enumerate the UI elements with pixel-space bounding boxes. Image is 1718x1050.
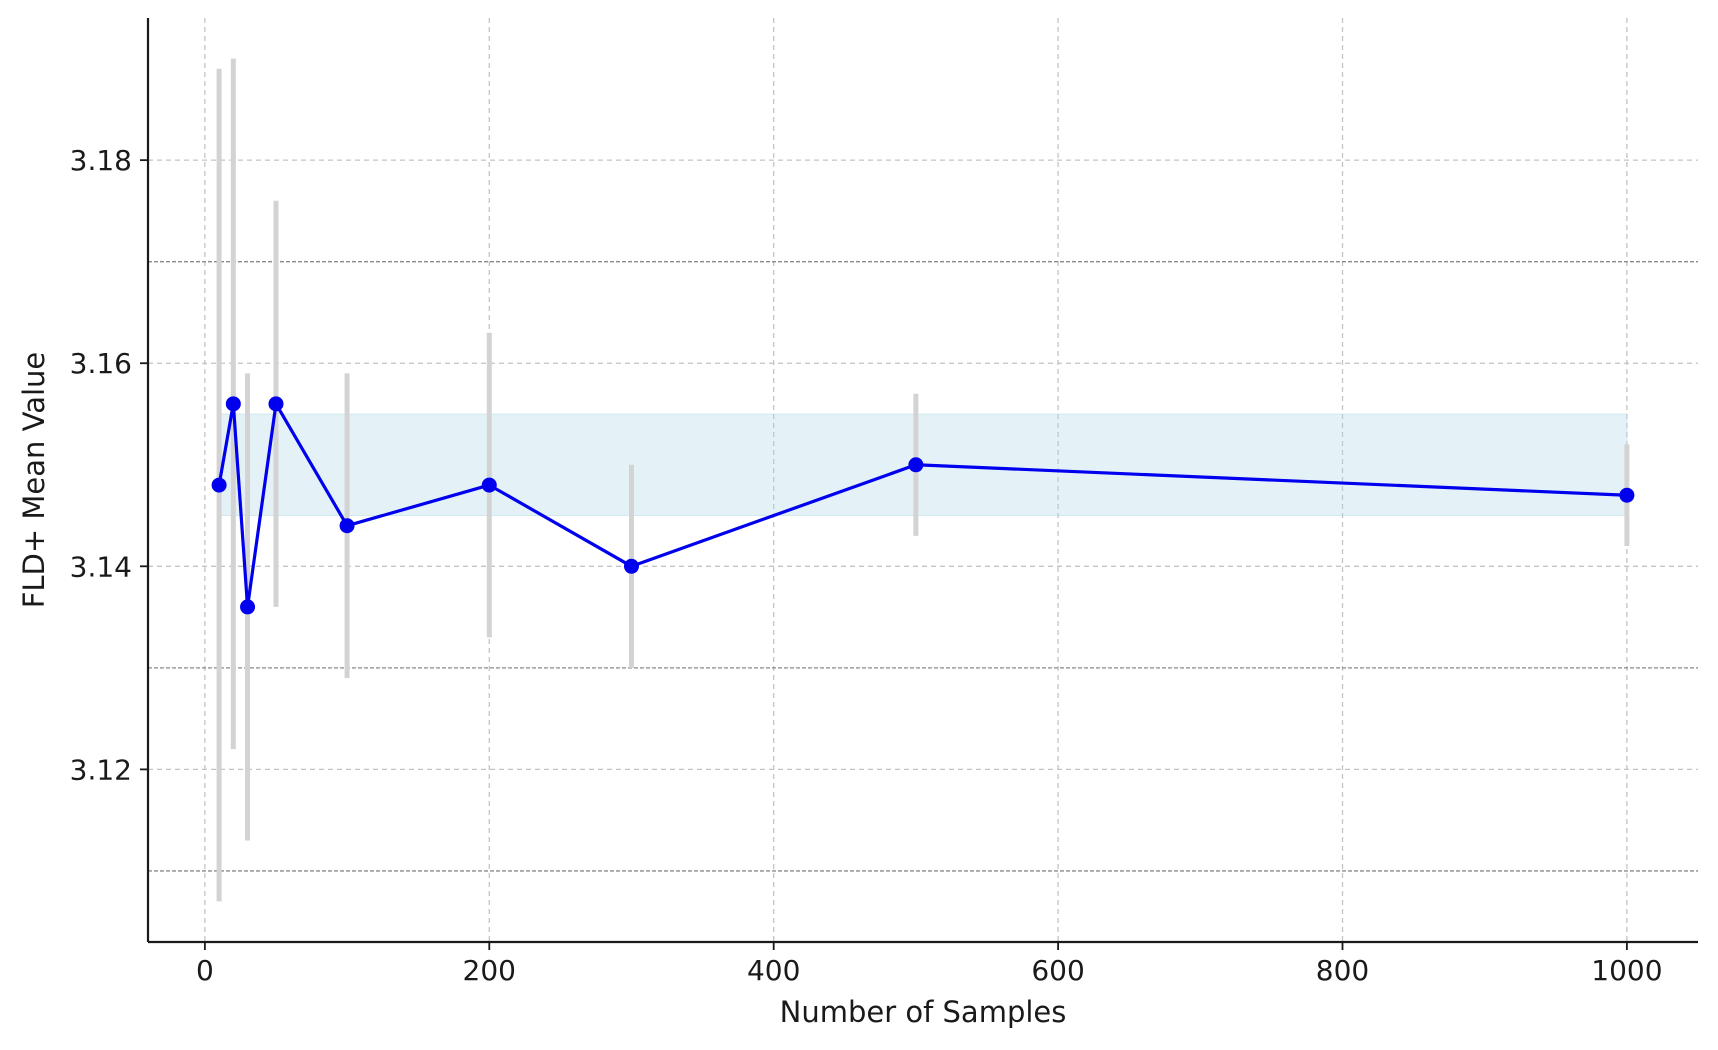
reference-lines-layer [148,261,1698,872]
y-axis-label: FLD+ Mean Value [17,352,51,609]
data-point [481,477,497,493]
y-tick-label: 3.18 [70,144,132,177]
y-tick-label: 3.12 [70,753,132,786]
x-tick-label: 1000 [1591,954,1662,987]
data-point [211,477,227,493]
data-point [339,518,355,534]
y-tick-label: 3.16 [70,347,132,380]
x-tick-label: 800 [1316,954,1369,987]
data-point [268,396,284,412]
x-tick-label: 200 [463,954,516,987]
axes-layer [140,18,1698,950]
y-tick-label: 3.14 [70,550,132,583]
data-point [908,457,924,473]
data-points-layer [211,396,1635,615]
x-tick-label: 600 [1031,954,1084,987]
x-tick-label: 400 [747,954,800,987]
data-point [240,599,256,615]
x-axis-label: Number of Samples [780,995,1067,1029]
data-point [225,396,241,412]
data-point [1619,487,1635,503]
x-tick-label: 0 [196,954,214,987]
data-point [623,558,639,574]
tick-labels-layer: 0 200 400 600 800 1000 3.12 3.14 3.16 3.18 [70,144,1663,987]
